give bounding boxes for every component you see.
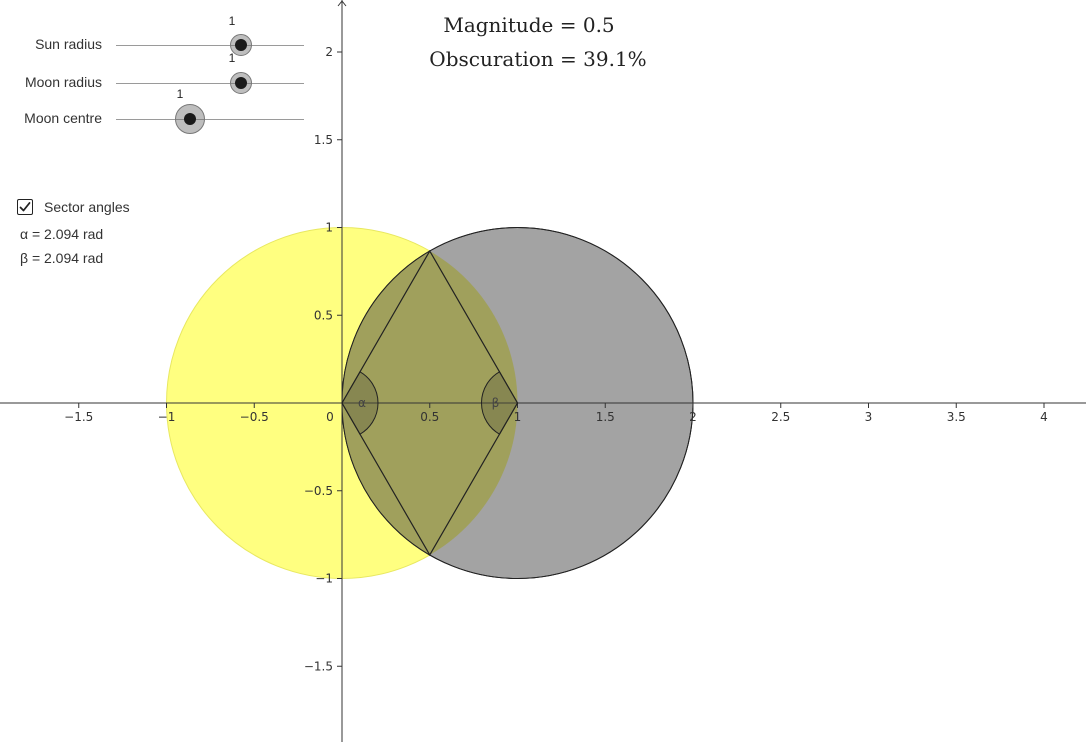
slider-knob-halo[interactable] [175, 104, 205, 134]
alpha-value-text: α = 2.094 rad [20, 226, 104, 242]
slider-value: 1 [228, 14, 236, 28]
sector-angles-checkbox[interactable] [17, 199, 33, 215]
x-tick-label: 1 [514, 410, 522, 424]
y-tick-label: 1 [325, 221, 333, 235]
y-tick-label: −1 [315, 572, 333, 586]
y-axis-arrow [337, 0, 347, 7]
beta-angle-arc [481, 371, 519, 435]
y-tick-label: 0.5 [314, 308, 333, 322]
slider-label: Sun radius [35, 36, 102, 52]
x-tick-label: −1 [158, 410, 176, 424]
slider-label: Moon centre [24, 110, 102, 126]
x-tick-label: −1.5 [64, 410, 93, 424]
checkmark-icon [19, 202, 31, 212]
magnitude-text: Magnitude = 0.5 [443, 13, 615, 37]
slider-knob[interactable] [184, 113, 196, 125]
slider-track[interactable] [116, 83, 304, 84]
x-tick-label: 0.5 [420, 410, 439, 424]
x-tick-label: 2 [689, 410, 697, 424]
sector-angles-label: Sector angles [44, 199, 130, 215]
x-tick-label: 1.5 [596, 410, 615, 424]
x-tick-label: 3 [865, 410, 873, 424]
slider-track[interactable] [116, 119, 304, 120]
beta-angle-label: β [492, 396, 500, 410]
x-tick-label: 0 [326, 410, 334, 424]
sector-angles-toggle[interactable]: Sector angles [17, 199, 130, 215]
alpha-angle-label: α [358, 396, 366, 410]
slider-value: 1 [228, 51, 236, 65]
beta-value-text: β = 2.094 rad [20, 250, 104, 266]
x-tick-label: 4 [1040, 410, 1048, 424]
x-tick-label: −0.5 [240, 410, 269, 424]
x-tick-label: 2.5 [771, 410, 790, 424]
x-tick-label: 3.5 [947, 410, 966, 424]
y-tick-label: −0.5 [304, 484, 333, 498]
y-tick-label: 1.5 [314, 133, 333, 147]
slider-knob[interactable] [235, 39, 247, 51]
slider-knob[interactable] [235, 77, 247, 89]
slider-label: Moon radius [24, 74, 102, 90]
y-tick-label: 2 [325, 45, 333, 59]
slider-track[interactable] [116, 45, 304, 46]
obscuration-text: Obscuration = 39.1% [429, 47, 647, 71]
y-tick-label: −1.5 [304, 659, 333, 673]
alpha-angle-arc [341, 371, 379, 435]
slider-value: 1 [176, 87, 184, 101]
